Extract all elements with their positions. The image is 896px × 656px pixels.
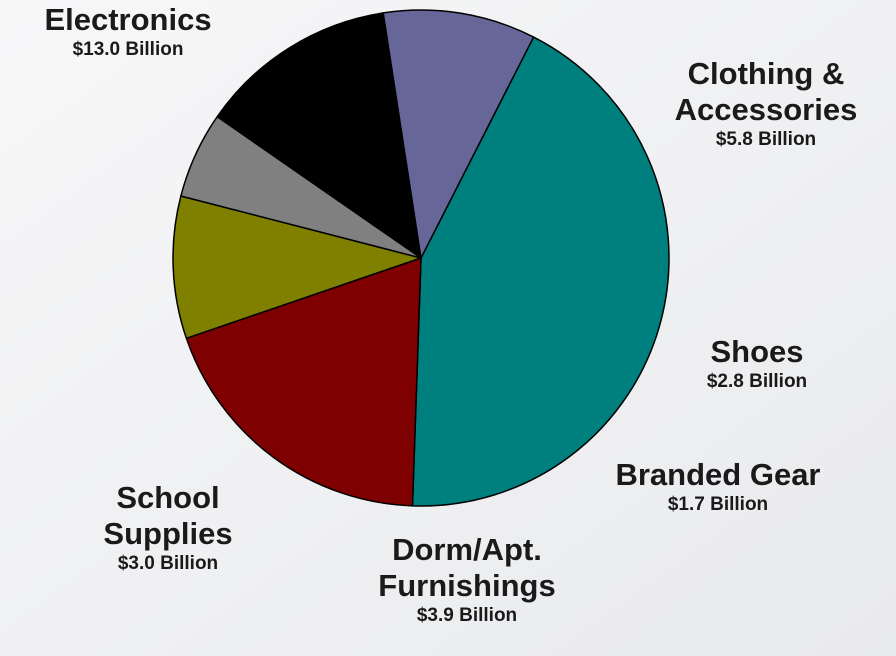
slice-value-electronics: $13.0 Billion xyxy=(72,39,184,60)
slice-value-branded-gear: $1.7 Billion xyxy=(667,494,769,515)
slice-name-clothing-line2: Accessories xyxy=(674,92,858,127)
label-clothing-accessories: Clothing & Accessories $5.8 Billion xyxy=(656,56,876,152)
slice-value-clothing: $5.8 Billion xyxy=(715,129,817,150)
pie-slice-school-supplies xyxy=(382,9,535,259)
slice-value-dorm: $3.9 Billion xyxy=(416,605,518,626)
slice-value-school: $3.0 Billion xyxy=(117,553,219,574)
pie-slice-shoes xyxy=(172,195,422,340)
slice-name-clothing-line1: Clothing & xyxy=(687,56,845,91)
slice-name-branded-gear: Branded Gear xyxy=(615,457,821,492)
pie-slice-clothing-accessories xyxy=(185,257,422,507)
slice-name-school-line1: School xyxy=(116,480,220,515)
slice-name-shoes: Shoes xyxy=(710,334,804,369)
label-electronics: Electronics $13.0 Billion xyxy=(0,2,256,62)
slice-name-dorm-line1: Dorm/Apt. xyxy=(392,532,542,567)
slice-name-school-line2: Supplies xyxy=(103,516,233,551)
pie-slice-electronics xyxy=(411,36,670,507)
label-branded-gear: Branded Gear $1.7 Billion xyxy=(572,457,864,517)
label-dorm-furnishings: Dorm/Apt. Furnishings $3.9 Billion xyxy=(342,532,592,628)
slice-value-shoes: $2.8 Billion xyxy=(706,371,808,392)
label-school-supplies: School Supplies $3.0 Billion xyxy=(78,480,258,576)
pie-slice-dorm-apt-furnishings xyxy=(216,12,422,259)
slice-name-electronics: Electronics xyxy=(44,2,212,37)
label-shoes: Shoes $2.8 Billion xyxy=(672,334,842,394)
slice-name-dorm-line2: Furnishings xyxy=(378,568,556,603)
